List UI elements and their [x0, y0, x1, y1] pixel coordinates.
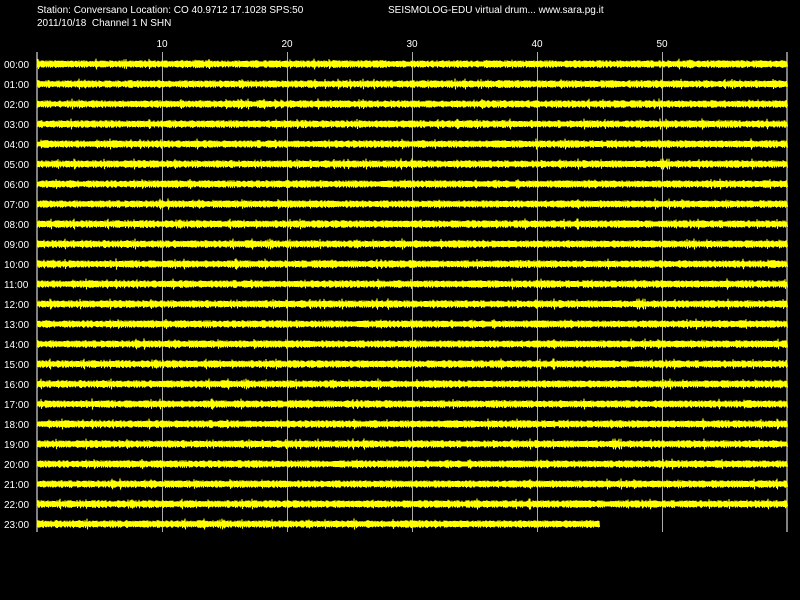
trace-0600	[36, 178, 788, 190]
date-channel-info: 2011/10/18 Channel 1 N SHN	[37, 18, 172, 29]
row-label: 03:00	[4, 120, 29, 131]
row-label: 22:00	[4, 500, 29, 511]
row-label: 12:00	[4, 300, 29, 311]
trace-2000	[36, 458, 788, 470]
row-label: 05:00	[4, 160, 29, 171]
trace-0100	[36, 78, 788, 90]
trace-1000	[36, 258, 788, 270]
x-tick-label: 50	[656, 39, 668, 50]
trace-2300	[36, 518, 600, 530]
row-label: 16:00	[4, 380, 29, 391]
trace-0300	[36, 118, 788, 130]
trace-1100	[36, 278, 788, 290]
trace-0000	[36, 58, 788, 70]
station-info: Station: Conversano Location: CO 40.9712…	[37, 5, 304, 16]
trace-0700	[36, 198, 788, 210]
row-label: 13:00	[4, 320, 29, 331]
trace-0900	[36, 238, 788, 250]
row-label: 10:00	[4, 260, 29, 271]
trace-1200	[36, 298, 788, 310]
x-tick-label: 20	[281, 39, 293, 50]
app-title: SEISMOLOG-EDU virtual drum... www.sara.p…	[388, 5, 604, 16]
row-label: 01:00	[4, 80, 29, 91]
trace-1700	[36, 398, 788, 410]
row-label: 02:00	[4, 100, 29, 111]
trace-2200	[36, 498, 788, 510]
trace-1400	[36, 338, 788, 350]
x-tick-label: 40	[531, 39, 543, 50]
row-label: 17:00	[4, 400, 29, 411]
row-label: 00:00	[4, 60, 29, 71]
trace-2100	[36, 478, 788, 490]
row-label: 21:00	[4, 480, 29, 491]
trace-0800	[36, 218, 788, 230]
x-tick-label: 10	[156, 39, 168, 50]
trace-1500	[36, 358, 788, 370]
trace-1600	[36, 378, 788, 390]
row-label: 14:00	[4, 340, 29, 351]
trace-1900	[36, 438, 788, 450]
row-label: 18:00	[4, 420, 29, 431]
row-label: 07:00	[4, 200, 29, 211]
trace-0400	[36, 138, 788, 150]
trace-0500	[36, 158, 788, 170]
row-label: 04:00	[4, 140, 29, 151]
row-label: 08:00	[4, 220, 29, 231]
row-label: 20:00	[4, 460, 29, 471]
row-label: 23:00	[4, 520, 29, 531]
trace-1300	[36, 318, 788, 330]
row-label: 15:00	[4, 360, 29, 371]
trace-0200	[36, 98, 788, 110]
x-tick-label: 30	[406, 39, 418, 50]
trace-1800	[36, 418, 788, 430]
row-label: 06:00	[4, 180, 29, 191]
row-label: 11:00	[4, 280, 29, 291]
row-label: 09:00	[4, 240, 29, 251]
row-label: 19:00	[4, 440, 29, 451]
